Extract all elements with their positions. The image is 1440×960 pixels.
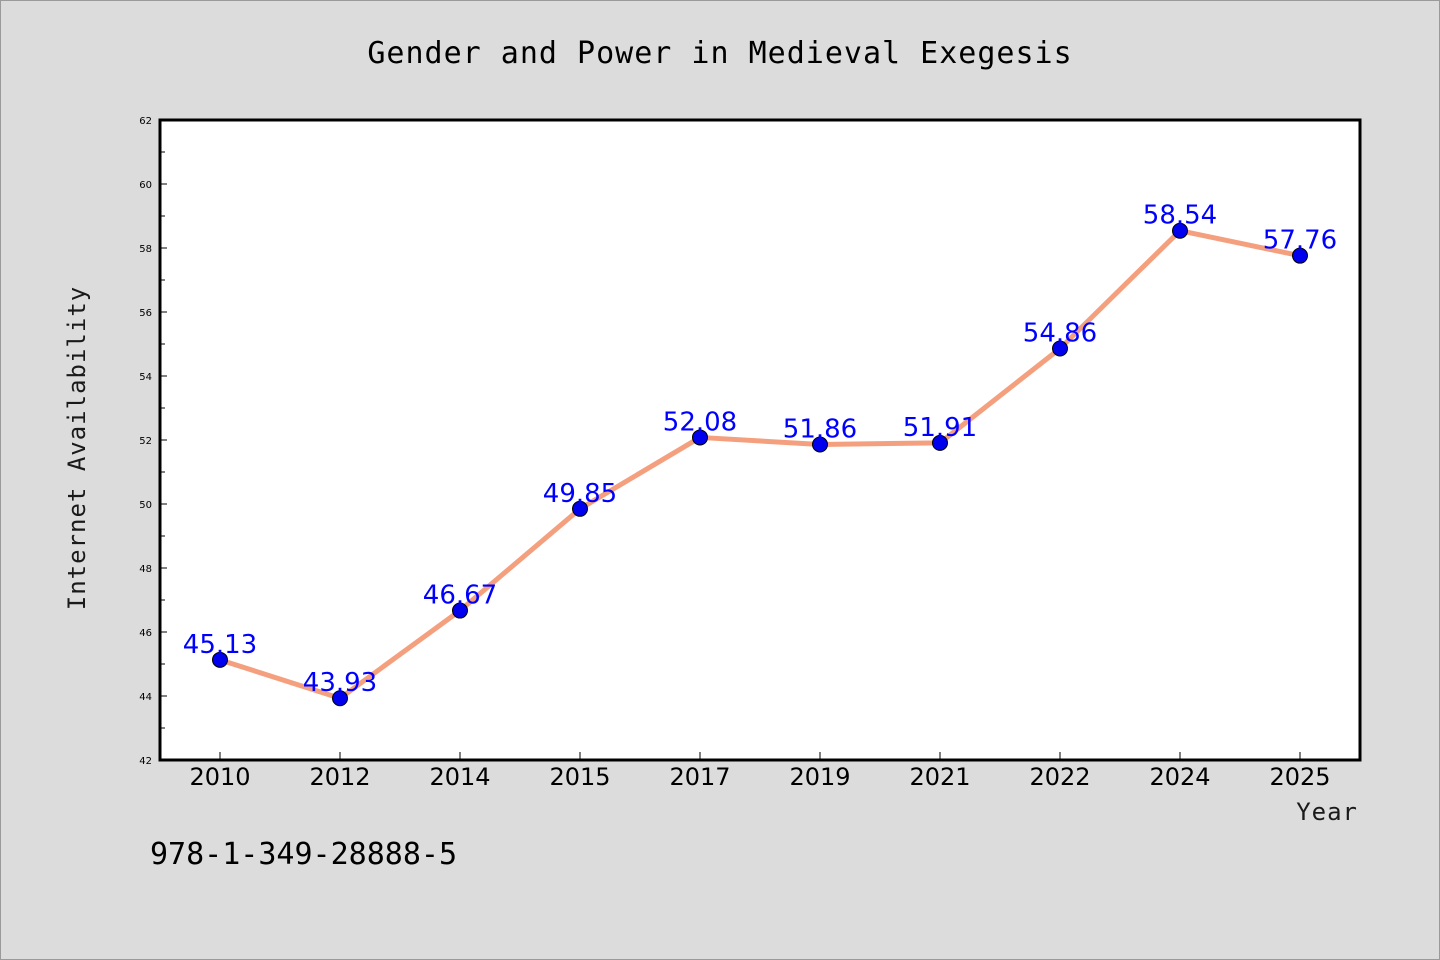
x-tick-label: 2015 (549, 763, 610, 791)
data-point (812, 436, 828, 453)
data-point (572, 500, 588, 517)
x-axis: 2010 2012 2014 2015 2017 2019 2021 2022 2024 2025 (189, 752, 1331, 791)
x-tick-label: 2012 (309, 763, 370, 791)
y-tick-label: 42 (139, 756, 152, 767)
y-tick-label: 56 (139, 308, 152, 319)
data-point (1172, 222, 1188, 239)
series-group: 45.13 43.93 46.67 49.85 52.08 51.86 51.91 54.86… (183, 201, 1337, 707)
y-tick-label: 46 (139, 628, 152, 639)
y-tick-label: 62 (139, 116, 152, 127)
plot-area (158, 118, 1362, 762)
x-tick-label: 2019 (789, 763, 850, 791)
y-axis-label: Internet Availability (63, 286, 91, 610)
x-tick-label: 2024 (1149, 763, 1210, 791)
y-tick-label: 54 (139, 372, 152, 383)
data-point (332, 690, 348, 707)
y-tick-label: 58 (139, 244, 152, 255)
chart-title: Gender and Power in Medieval Exegesis (367, 36, 1072, 71)
data-label: 58.54 (1143, 201, 1217, 231)
data-label: 57.76 (1263, 226, 1337, 256)
data-label: 54.86 (1023, 318, 1097, 348)
x-tick-label: 2021 (909, 763, 970, 791)
data-point (1052, 340, 1068, 357)
x-tick-label: 2010 (189, 763, 250, 791)
data-label: 45.13 (183, 630, 257, 660)
y-tick-label: 44 (139, 692, 152, 703)
x-axis-label: Year (1296, 798, 1358, 826)
isbn-text: 978-1-349-28888-5 (150, 837, 457, 872)
x-tick-label: 2017 (669, 763, 730, 791)
data-label: 52.08 (663, 407, 737, 437)
data-point (1292, 247, 1308, 264)
data-point (212, 651, 228, 668)
data-point (692, 429, 708, 446)
series-line (217, 228, 1303, 701)
data-label: 51.86 (783, 414, 857, 444)
data-label: 49.85 (543, 479, 617, 509)
x-tick-label: 2014 (429, 763, 490, 791)
data-point (932, 434, 948, 451)
y-axis: 42 44 46 48 50 52 54 56 58 60 62 (139, 116, 167, 767)
y-tick-label: 50 (139, 500, 152, 511)
data-label: 43.93 (303, 668, 377, 698)
y-tick-label: 52 (139, 436, 152, 447)
data-point (452, 602, 468, 619)
data-label: 46.67 (423, 581, 497, 611)
y-tick-label: 60 (139, 180, 152, 191)
x-tick-label: 2022 (1029, 763, 1090, 791)
y-tick-label: 48 (139, 564, 152, 575)
x-tick-label: 2025 (1269, 763, 1330, 791)
data-label: 51.91 (903, 413, 977, 443)
